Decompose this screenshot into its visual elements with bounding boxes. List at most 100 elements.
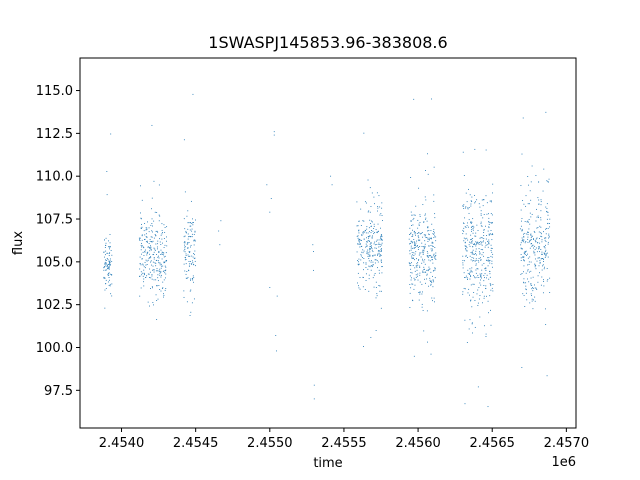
data-point	[409, 292, 411, 294]
data-point	[534, 245, 536, 247]
data-point	[541, 269, 543, 271]
data-point	[475, 250, 477, 252]
x-tick-label: 2.4545	[173, 436, 219, 451]
data-point	[521, 237, 523, 239]
data-point	[360, 225, 362, 226]
data-point	[149, 271, 151, 273]
data-point	[477, 302, 479, 304]
data-point	[270, 198, 272, 199]
data-point	[487, 300, 489, 302]
data-point	[533, 239, 535, 240]
data-point	[111, 274, 113, 275]
data-point	[486, 202, 488, 204]
data-point	[471, 225, 473, 227]
data-point	[473, 257, 475, 259]
data-point	[535, 265, 537, 266]
data-point	[468, 212, 470, 214]
data-point	[417, 264, 419, 266]
data-point	[523, 259, 525, 261]
data-point	[156, 285, 158, 287]
data-point	[545, 244, 546, 246]
data-point	[534, 254, 536, 256]
data-point	[463, 287, 465, 289]
data-point	[164, 261, 166, 263]
data-point	[473, 292, 475, 293]
data-point	[410, 247, 412, 249]
data-point	[522, 248, 523, 250]
data-point	[163, 296, 164, 298]
data-point	[522, 241, 524, 243]
data-point	[473, 283, 475, 285]
data-point	[193, 277, 195, 279]
data-point	[425, 236, 427, 238]
data-point	[187, 228, 189, 230]
data-point	[535, 220, 537, 222]
data-point	[545, 249, 547, 251]
data-point	[482, 291, 483, 293]
data-point	[192, 279, 194, 281]
data-point	[466, 250, 468, 252]
data-point	[467, 207, 469, 209]
data-point	[408, 262, 410, 264]
data-point	[192, 262, 194, 264]
data-point	[377, 253, 379, 255]
data-point	[479, 257, 481, 259]
data-point	[546, 207, 548, 209]
data-point	[381, 272, 383, 274]
data-point	[530, 181, 532, 183]
data-point	[522, 256, 524, 258]
data-point	[152, 265, 154, 267]
data-point	[159, 215, 161, 217]
data-point	[418, 232, 420, 233]
data-point	[153, 180, 155, 182]
data-point	[158, 251, 160, 253]
data-point	[356, 201, 358, 203]
data-point	[160, 276, 162, 278]
data-point	[108, 267, 110, 269]
x-tick-label: 2.4565	[469, 436, 515, 451]
data-point	[524, 221, 526, 222]
data-point	[543, 279, 544, 281]
data-point	[424, 243, 426, 245]
data-point	[470, 299, 472, 301]
data-point	[532, 290, 534, 292]
data-point	[467, 269, 469, 271]
data-point	[527, 269, 529, 271]
data-point	[419, 214, 421, 216]
data-point	[377, 261, 379, 263]
data-point	[477, 289, 479, 291]
data-point	[474, 148, 476, 150]
data-point	[485, 285, 487, 287]
data-point	[469, 273, 471, 275]
data-point	[108, 246, 110, 248]
data-point	[187, 210, 189, 212]
data-point	[474, 260, 476, 262]
data-point	[366, 245, 367, 247]
data-point	[486, 295, 487, 297]
data-point	[365, 263, 367, 265]
data-point	[164, 270, 166, 272]
data-point	[527, 236, 529, 238]
data-point	[150, 247, 152, 249]
data-point	[527, 238, 529, 240]
data-point	[422, 204, 424, 206]
data-point	[183, 290, 185, 292]
data-point	[428, 245, 430, 247]
data-point	[463, 223, 465, 225]
data-point	[109, 248, 110, 250]
data-point	[144, 251, 146, 253]
data-point	[362, 231, 364, 233]
data-point	[481, 269, 483, 271]
data-point	[370, 269, 372, 271]
data-point	[433, 281, 435, 283]
data-point	[542, 190, 544, 192]
data-point	[467, 226, 469, 228]
data-point	[426, 274, 428, 276]
data-point	[483, 297, 485, 299]
data-point	[409, 242, 411, 244]
data-point	[193, 253, 195, 254]
data-point	[151, 223, 153, 224]
data-point	[490, 250, 492, 251]
data-point	[104, 254, 106, 256]
data-point	[434, 267, 436, 269]
